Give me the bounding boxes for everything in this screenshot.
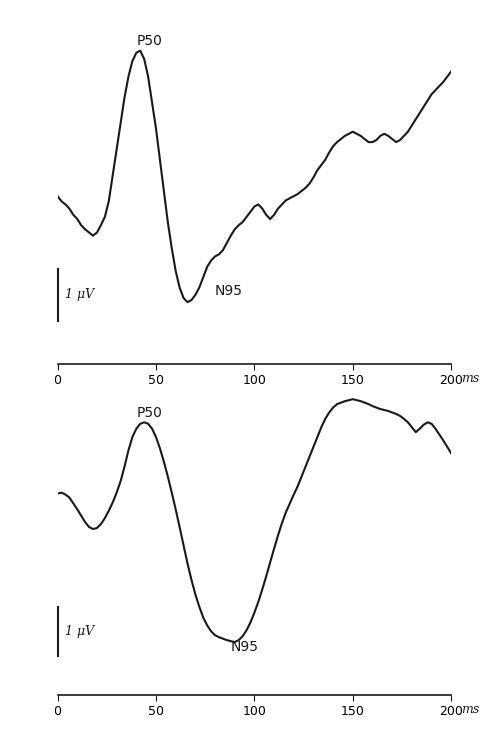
Text: N95: N95: [231, 640, 259, 654]
Text: P50: P50: [136, 406, 162, 421]
Text: ms: ms: [461, 372, 480, 386]
Text: N95: N95: [215, 284, 243, 298]
Text: 1 μV: 1 μV: [65, 288, 95, 302]
Text: P50: P50: [136, 34, 162, 48]
Text: 1 μV: 1 μV: [65, 625, 95, 637]
Text: ms: ms: [461, 703, 480, 716]
